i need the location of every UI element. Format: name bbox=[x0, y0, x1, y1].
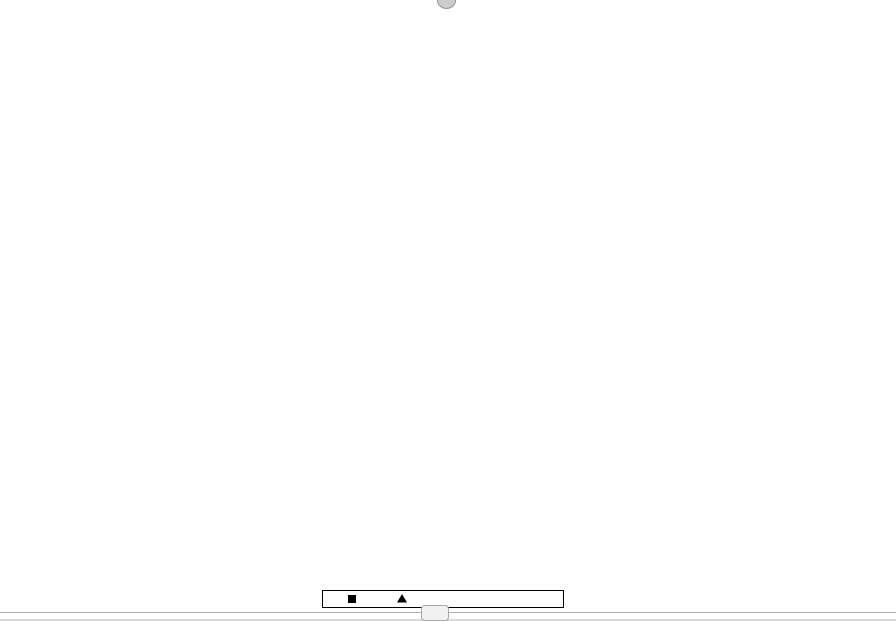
sp500-legend-marker-icon bbox=[334, 594, 370, 604]
bottom-divider-line-2 bbox=[0, 619, 896, 621]
implied-premium-legend-marker-icon bbox=[384, 594, 420, 604]
bottom-scroll-handle[interactable] bbox=[421, 605, 449, 621]
